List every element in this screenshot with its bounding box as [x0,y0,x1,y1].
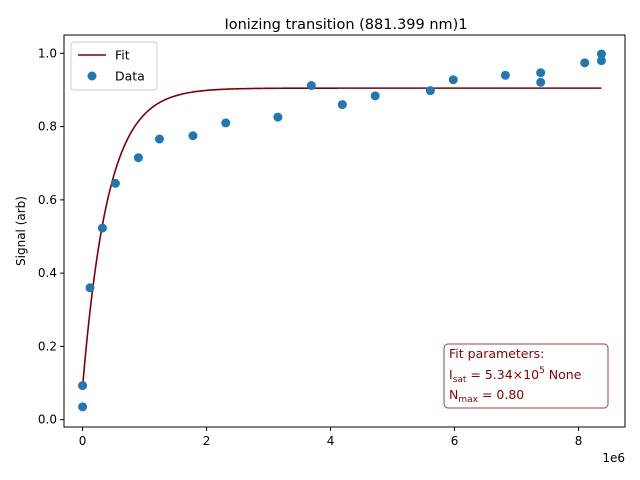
legend-data-label: Data [115,69,145,84]
legend-fit-label: Fit [115,48,130,63]
x-tick-label: 2 [203,434,211,448]
data-point [596,49,606,59]
nmax-symbol: N [449,387,458,402]
data-point [188,131,198,141]
legend: Fit Data [70,41,158,91]
data-point [580,58,590,68]
y-tick-label: 0.6 [38,193,57,207]
isat-subscript: sat [453,375,467,385]
plot-area: 0 2 4 6 8 0.0 0.2 0.4 0.6 0.8 1.0 [38,34,626,448]
isat-unit: None [545,367,582,382]
isat-exponent: 5 [539,366,545,376]
y-axis: 0.0 0.2 0.4 0.6 0.8 1.0 [38,46,64,427]
y-tick-label: 0.4 [38,266,57,280]
fit-parameter-isat: Isat = 5.34×105 None [449,366,582,385]
isat-symbol: I [449,367,453,382]
data-point [337,100,347,110]
data-point [78,381,88,391]
x-axis-offset-label: 1e6 [602,451,625,465]
legend-data-swatch [87,71,97,81]
data-point [133,153,143,163]
data-point [221,118,231,128]
nmax-subscript: max [458,395,478,405]
x-tick-label: 6 [451,434,459,448]
fit-parameters-heading: Fit parameters: [449,346,544,361]
x-tick-label: 0 [79,434,87,448]
data-point [500,70,510,80]
data-point [536,68,546,78]
data-point [154,134,164,144]
y-axis-label: Signal (arb) [14,196,28,266]
y-tick-label: 0.2 [38,339,57,353]
x-axis: 0 2 4 6 8 [79,427,583,448]
data-point [273,112,283,122]
data-point [536,77,546,87]
data-point [425,86,435,96]
data-point [78,402,88,412]
data-point [306,81,316,91]
x-tick-label: 8 [575,434,583,448]
fit-parameters-frame [443,343,609,409]
fit-line [81,87,602,387]
data-point [448,75,458,85]
y-tick-label: 0.8 [38,120,57,134]
data-point [370,91,380,101]
y-tick-label: 1.0 [38,46,57,60]
plot-frame [63,34,626,428]
fit-parameters-box: Fit parameters: Isat = 5.34×105 None Nma… [443,343,609,409]
data-point [85,283,95,293]
x-tick-label: 4 [327,434,335,448]
fit-parameter-nmax: Nmax = 0.80 [449,387,524,405]
nmax-value: = 0.80 [478,387,524,402]
data-point [596,56,606,66]
data-points [78,49,606,412]
data-point [110,178,120,188]
chart-title: Ionizing transition (881.399 nm)1 [224,17,467,33]
y-tick-label: 0.0 [38,413,57,427]
data-point [97,223,107,233]
isat-value: = 5.34×10 [466,367,539,382]
